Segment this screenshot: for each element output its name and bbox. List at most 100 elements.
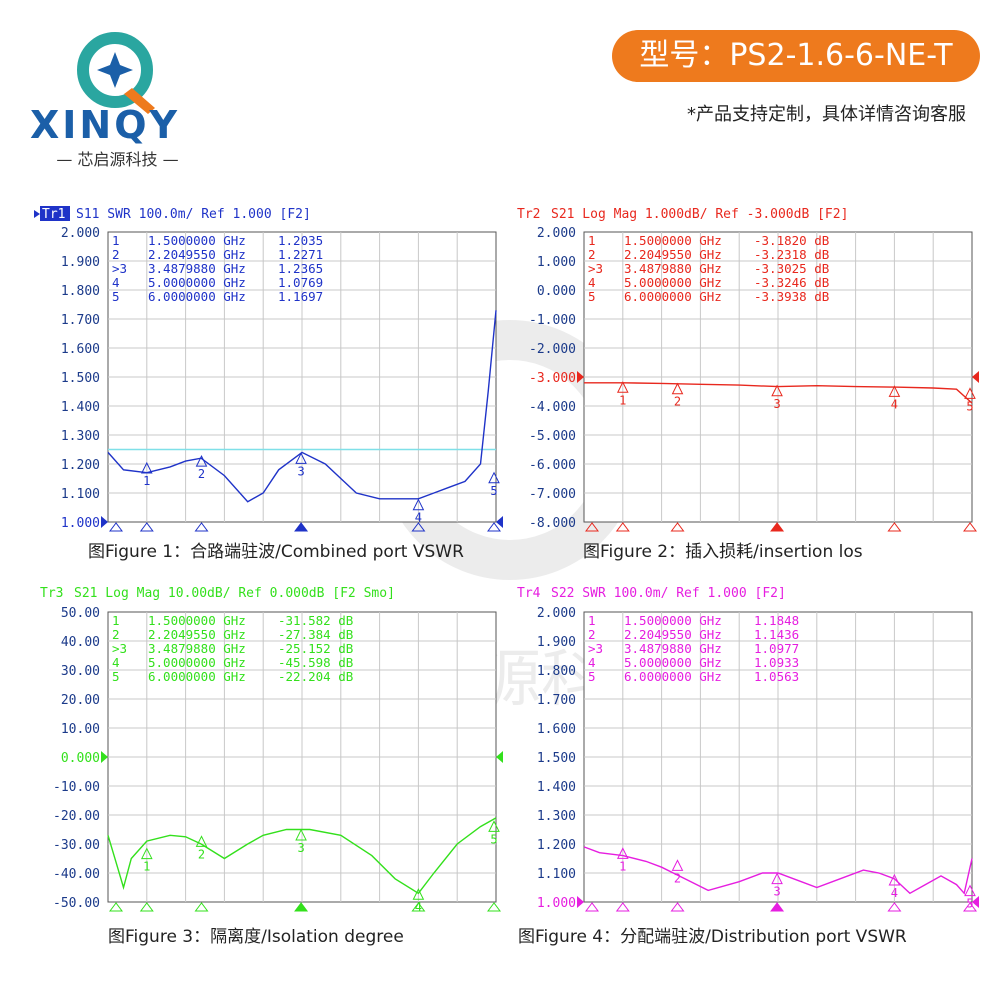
y-tick-label: 1.100 <box>61 487 100 502</box>
chart-fig3: Tr3 S21 Log Mag 10.00dB/ Ref 0.000dB [F2 … <box>40 586 503 914</box>
marker-table-id: 1 <box>112 233 120 248</box>
marker-table-value: -3.3246 dB <box>754 275 829 290</box>
y-tick-label: 1.600 <box>537 722 576 737</box>
brand-subtitle-text: 芯启源科技 <box>77 150 158 169</box>
marker-table-id: 5 <box>112 289 120 304</box>
stimulus-marker <box>770 902 785 912</box>
marker-triangle <box>412 498 425 511</box>
marker-table-id: 1 <box>112 613 120 628</box>
stimulus-marker <box>615 902 630 912</box>
stimulus-marker <box>411 522 426 532</box>
marker-table-freq: 3.4879880 GHz <box>148 641 246 656</box>
y-tick-label: 1.700 <box>537 693 576 708</box>
y-tick-label: -10.00 <box>53 780 100 795</box>
marker-table-freq: 1.5000000 GHz <box>148 613 246 628</box>
y-tick-label: -8.000 <box>529 516 576 531</box>
model-badge: 型号：PS2-1.6-6-NE-T <box>612 30 980 82</box>
y-tick-label: 1.400 <box>537 780 576 795</box>
marker-label: 5 <box>490 832 497 846</box>
y-tick-label: 1.800 <box>537 664 576 679</box>
marker-triangle <box>616 847 629 859</box>
marker-table-id: 4 <box>588 275 596 290</box>
stimulus-marker <box>670 902 685 912</box>
stimulus-marker-start <box>109 522 123 532</box>
y-tick-label: 1.600 <box>61 342 100 357</box>
marker-table-freq: 6.0000000 GHz <box>624 289 722 304</box>
marker-table-value: 1.1697 <box>278 289 323 304</box>
marker-table-freq: 2.2049550 GHz <box>148 247 246 262</box>
stimulus-marker-start <box>585 522 599 532</box>
chart-fig4: Tr4 S22 SWR 100.0m/ Ref 1.000 [F2] 2.000 1.… <box>517 586 979 912</box>
chart-caption-fig1: 图Figure 1：合路端驻波/Combined port VSWR <box>88 542 464 562</box>
marker-table-freq: 3.4879880 GHz <box>624 261 722 276</box>
brand-logo <box>77 32 155 114</box>
marker-label: 4 <box>415 511 422 525</box>
marker-table-id: >3 <box>588 641 603 656</box>
marker-table-freq: 3.4879880 GHz <box>148 261 246 276</box>
y-tick-label: -6.000 <box>529 458 576 473</box>
marker-table-freq: 2.2049550 GHz <box>624 627 722 642</box>
customization-note: *产品支持定制，具体详情咨询客服 <box>687 104 966 125</box>
marker-triangle <box>488 820 500 832</box>
trace-label: Tr2 <box>517 207 540 222</box>
marker-table-value: -45.598 dB <box>278 655 353 670</box>
chart-header: S21 Log Mag 10.00dB/ Ref 0.000dB [F2 Smo… <box>74 586 395 601</box>
stimulus-marker <box>887 522 902 532</box>
marker-table-id: 5 <box>588 669 596 684</box>
marker-table-id: 1 <box>588 613 596 628</box>
marker-label: 5 <box>490 484 497 498</box>
ref-arrow-right <box>972 371 979 383</box>
y-tick-label: 1.000 <box>537 896 576 911</box>
marker-table-id: 4 <box>588 655 596 670</box>
stimulus-marker <box>139 522 154 532</box>
y-tick-label: 2.000 <box>61 226 100 241</box>
trace-label-box <box>40 206 70 221</box>
stimulus-marker <box>963 902 977 912</box>
marker-label: 4 <box>891 397 898 411</box>
marker-table-id: >3 <box>112 641 127 656</box>
stimulus-marker <box>411 902 426 912</box>
marker-table-id: 5 <box>112 669 120 684</box>
marker-table-value: -25.152 dB <box>278 641 353 656</box>
y-tick-label: 2.000 <box>537 606 576 621</box>
marker-table-id: 2 <box>112 627 120 642</box>
marker-label: 3 <box>773 397 780 411</box>
marker-table-id: 5 <box>588 289 596 304</box>
y-tick-label: 1.200 <box>537 838 576 853</box>
marker-label: 3 <box>297 841 304 855</box>
trace-label: Tr3 <box>40 586 63 601</box>
y-tick-label: 1.500 <box>537 751 576 766</box>
marker-table-id: >3 <box>112 261 127 276</box>
marker-triangle <box>771 384 783 397</box>
marker-label: 4 <box>891 886 898 900</box>
chart-header: S22 SWR 100.0m/ Ref 1.000 [F2] <box>551 586 786 601</box>
marker-table-value: -27.384 dB <box>278 627 353 642</box>
ref-arrow-right <box>972 896 979 908</box>
brand-name: XINQY <box>30 103 181 147</box>
y-tick-label: 2.000 <box>537 226 576 241</box>
marker-triangle <box>671 382 684 395</box>
marker-label: 1 <box>619 393 626 407</box>
y-tick-label: 1.800 <box>61 284 100 299</box>
y-tick-label: 1.900 <box>537 635 576 650</box>
ref-arrow-right <box>496 516 503 528</box>
y-tick-label: -3.000 <box>529 371 576 386</box>
y-tick-label: -30.00 <box>53 838 100 853</box>
marker-label: 3 <box>297 464 304 478</box>
y-tick-label: 1.000 <box>537 255 576 270</box>
marker-table-freq: 5.0000000 GHz <box>148 655 246 670</box>
chart-header: S21 Log Mag 1.000dB/ Ref -3.000dB [F2] <box>551 207 848 222</box>
stimulus-marker <box>294 522 309 532</box>
y-tick-label: 20.00 <box>61 693 100 708</box>
y-tick-label: 1.400 <box>61 400 100 415</box>
marker-table-value: 1.0977 <box>754 641 799 656</box>
trace-line <box>107 817 497 895</box>
y-tick-label: -7.000 <box>529 487 576 502</box>
y-tick-label: -50.00 <box>53 896 100 911</box>
stimulus-marker <box>887 902 902 912</box>
marker-table-value: 1.0933 <box>754 655 799 670</box>
brand-subtitle: — 芯启源科技 — <box>56 150 179 169</box>
marker-triangle <box>412 888 425 900</box>
trace-line <box>583 846 973 895</box>
